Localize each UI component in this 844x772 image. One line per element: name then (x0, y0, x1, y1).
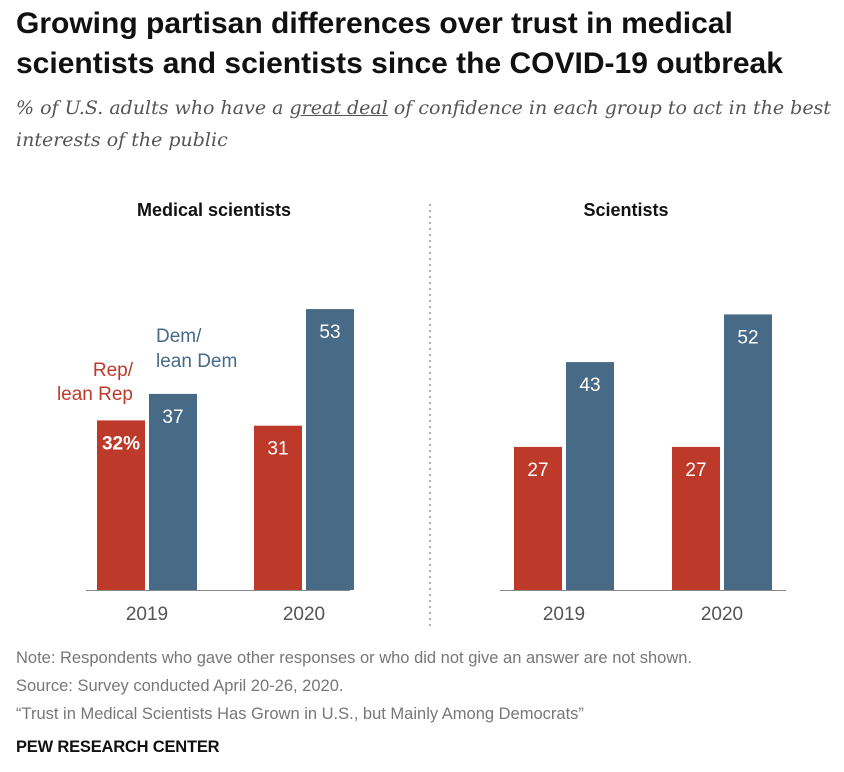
chart-subtitle: % of U.S. adults who have a great deal o… (16, 92, 831, 156)
bar-rep (97, 420, 145, 590)
bar-chart: Medical scientists 32% 37 2019 31 53 2020 Rep/l… (57, 200, 786, 630)
bar-value-label: 27 (685, 460, 706, 481)
bar-rep (254, 425, 302, 590)
bar-rep (514, 446, 562, 590)
x-tick-label: 2020 (701, 604, 743, 625)
legend-rep-line1: Rep/ (93, 360, 134, 381)
legend-dem-line2: lean Dem (156, 351, 237, 372)
footer-report-title: “Trust in Medical Scientists Has Grown i… (16, 705, 584, 723)
x-tick-label: 2020 (283, 604, 325, 625)
chart-title: Growing partisan differences over trust … (16, 7, 783, 80)
subtitle-emphasis: great deal (289, 97, 388, 119)
panel-title: Medical scientists (137, 200, 291, 220)
bar-value-label: 37 (162, 407, 183, 428)
bar-value-label: 43 (579, 375, 600, 396)
legend-dem-line1: Dem/ (156, 326, 202, 347)
bar-value-label: 53 (319, 322, 340, 343)
legend-rep-line2: lean Rep (57, 384, 133, 405)
bar-value-label: 32% (102, 433, 140, 454)
footer-note: Note: Respondents who gave other respons… (16, 649, 692, 667)
bar-rep (672, 446, 720, 590)
subtitle-text-end: of confidence in each group to act in th… (16, 97, 831, 151)
subtitle-text-start: % of U.S. adults who have a (16, 97, 290, 119)
x-tick-label: 2019 (543, 604, 585, 625)
bar-dem (724, 314, 772, 590)
x-tick-label: 2019 (126, 604, 168, 625)
bar-value-label: 27 (527, 460, 548, 481)
bar-dem (306, 309, 354, 590)
pew-logo-text: PEW RESEARCH CENTER (16, 738, 220, 756)
bar-dem (566, 362, 614, 590)
bar-dem (149, 393, 197, 590)
bar-value-label: 52 (737, 327, 758, 348)
panel-title: Scientists (583, 200, 668, 220)
bar-value-label: 31 (267, 439, 288, 460)
footer-source: Source: Survey conducted April 20-26, 20… (16, 677, 344, 695)
